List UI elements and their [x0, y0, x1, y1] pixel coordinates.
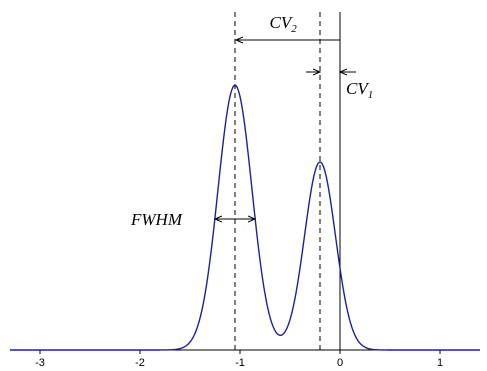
cv1-label-sub: 1: [368, 89, 374, 101]
reference-lines: [234, 12, 341, 350]
cv1-label-base: CV: [346, 79, 370, 98]
x-tick-label: 0: [337, 357, 343, 369]
fwhm-annotation: FWHM: [130, 210, 255, 229]
cv2-label-base: CV: [270, 13, 294, 32]
x-axis: -3 -2 -1 0 1: [10, 349, 480, 369]
cv2-annotation: CV2: [236, 13, 340, 40]
x-ticks: -3 -2 -1 0 1: [35, 350, 443, 369]
cv2-label-sub: 2: [291, 23, 297, 35]
fwhm-label: FWHM: [130, 210, 183, 229]
x-tick-label: -1: [235, 357, 245, 369]
cv1-annotation: CV1: [306, 72, 373, 101]
series-curve: [10, 84, 480, 351]
cv2-label: CV2: [270, 13, 298, 35]
x-tick-label: -3: [35, 357, 45, 369]
x-tick-label: -2: [135, 357, 145, 369]
x-tick-label: 1: [437, 357, 443, 369]
cv1-label: CV1: [346, 79, 373, 101]
